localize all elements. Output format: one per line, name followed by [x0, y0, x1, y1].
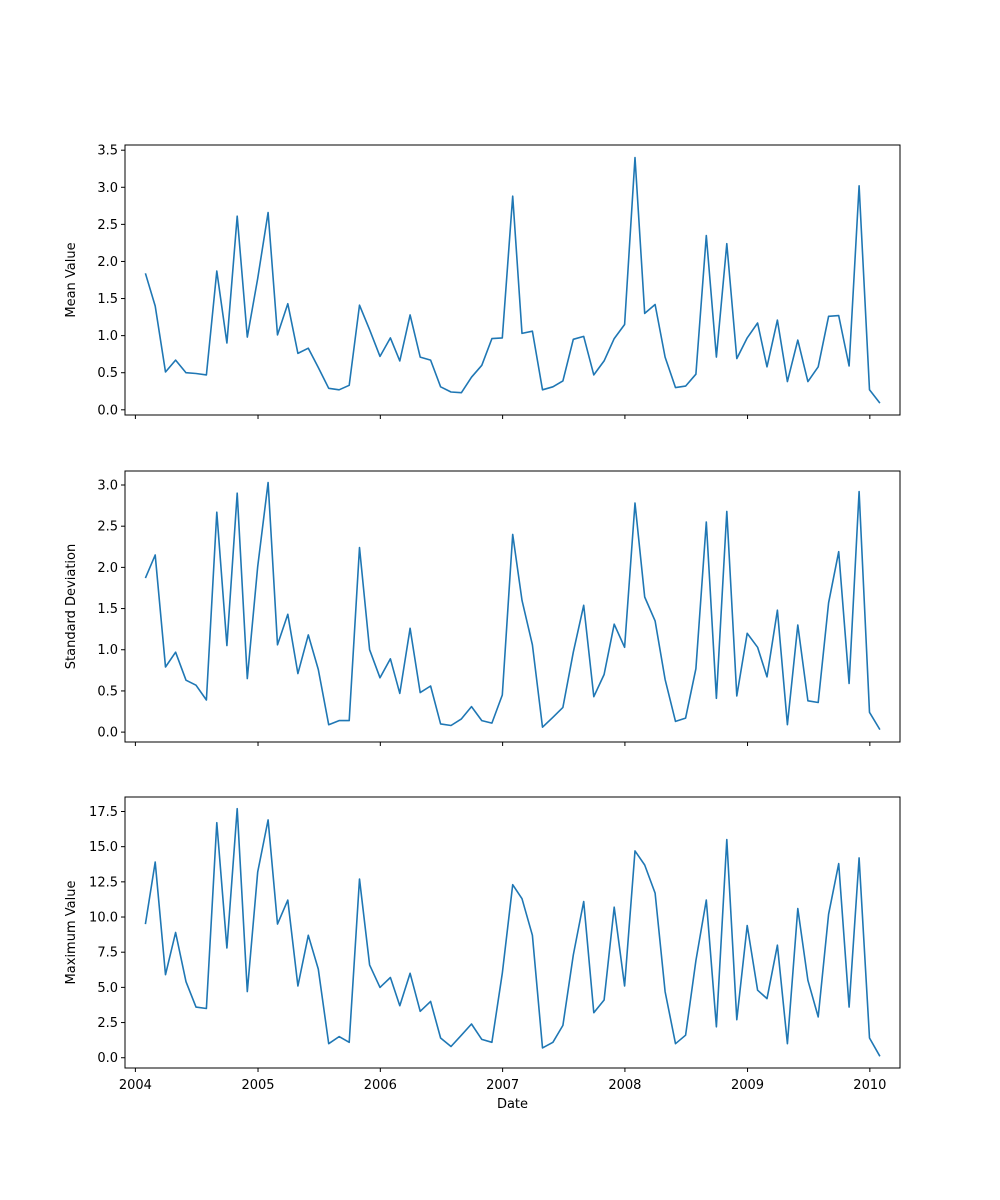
y-tick-label: 0.5 — [97, 684, 118, 699]
axes-frame — [124, 144, 901, 416]
y-tick-label: 7.5 — [97, 946, 118, 961]
y-tick-label: 2.5 — [97, 520, 118, 535]
y-tick-label: 0.5 — [97, 366, 118, 381]
y-tick-label: 12.5 — [89, 875, 118, 890]
y-axis-title: Maximum Value — [64, 881, 79, 985]
series-line-3 — [144, 807, 881, 1057]
y-tick-label: 10.0 — [89, 911, 118, 926]
y-tick-label: 2.5 — [97, 218, 118, 233]
y-tick-label: 17.5 — [89, 805, 118, 820]
series-line-1 — [144, 156, 881, 404]
y-tick-label: 5.0 — [97, 981, 118, 996]
x-tick-label: 2007 — [486, 1078, 519, 1093]
x-tick-label: 2010 — [853, 1078, 886, 1093]
subplot-3: 0.0 2.5 5.0 7.5 10.0 12.5 15.0 17.5 Maximum Valu… — [64, 796, 901, 1093]
y-tick-label: 2.0 — [97, 561, 118, 576]
axes-frame — [124, 796, 901, 1069]
y-tick-label: 1.5 — [97, 292, 118, 307]
axes-frame — [124, 470, 901, 743]
x-tick-label: 2008 — [608, 1078, 641, 1093]
x-tick-label: 2006 — [364, 1078, 397, 1093]
y-tick-label: 15.0 — [89, 840, 118, 855]
x-tick-label: 2009 — [731, 1078, 764, 1093]
x-tick-label: 2005 — [241, 1078, 274, 1093]
y-tick-label: 3.0 — [97, 479, 118, 494]
y-tick-label: 3.5 — [97, 144, 118, 159]
y-tick-label: 0.0 — [97, 726, 118, 741]
y-tick-label: 0.0 — [97, 403, 118, 418]
series-line-2 — [144, 481, 881, 731]
y-tick-label: 1.0 — [97, 643, 118, 658]
x-tick-label: 2004 — [119, 1078, 152, 1093]
x-axis-title: Date — [497, 1097, 528, 1112]
y-tick-label: 1.5 — [97, 602, 118, 617]
subplot-2: 0.0 0.5 1.0 1.5 2.0 2.5 3.0 Standard Deviation — [64, 470, 901, 746]
y-tick-label: 1.0 — [97, 329, 118, 344]
y-tick-label: 2.5 — [97, 1016, 118, 1031]
y-tick-label: 2.0 — [97, 255, 118, 270]
y-axis-title: Mean Value — [64, 242, 79, 317]
y-axis-title: Standard Deviation — [64, 544, 79, 669]
subplot-1: 0.0 0.5 1.0 1.5 2.0 2.5 3.0 3.5 Mean Value — [64, 144, 901, 419]
y-tick-label: 3.0 — [97, 181, 118, 196]
y-tick-label: 0.0 — [97, 1051, 118, 1066]
